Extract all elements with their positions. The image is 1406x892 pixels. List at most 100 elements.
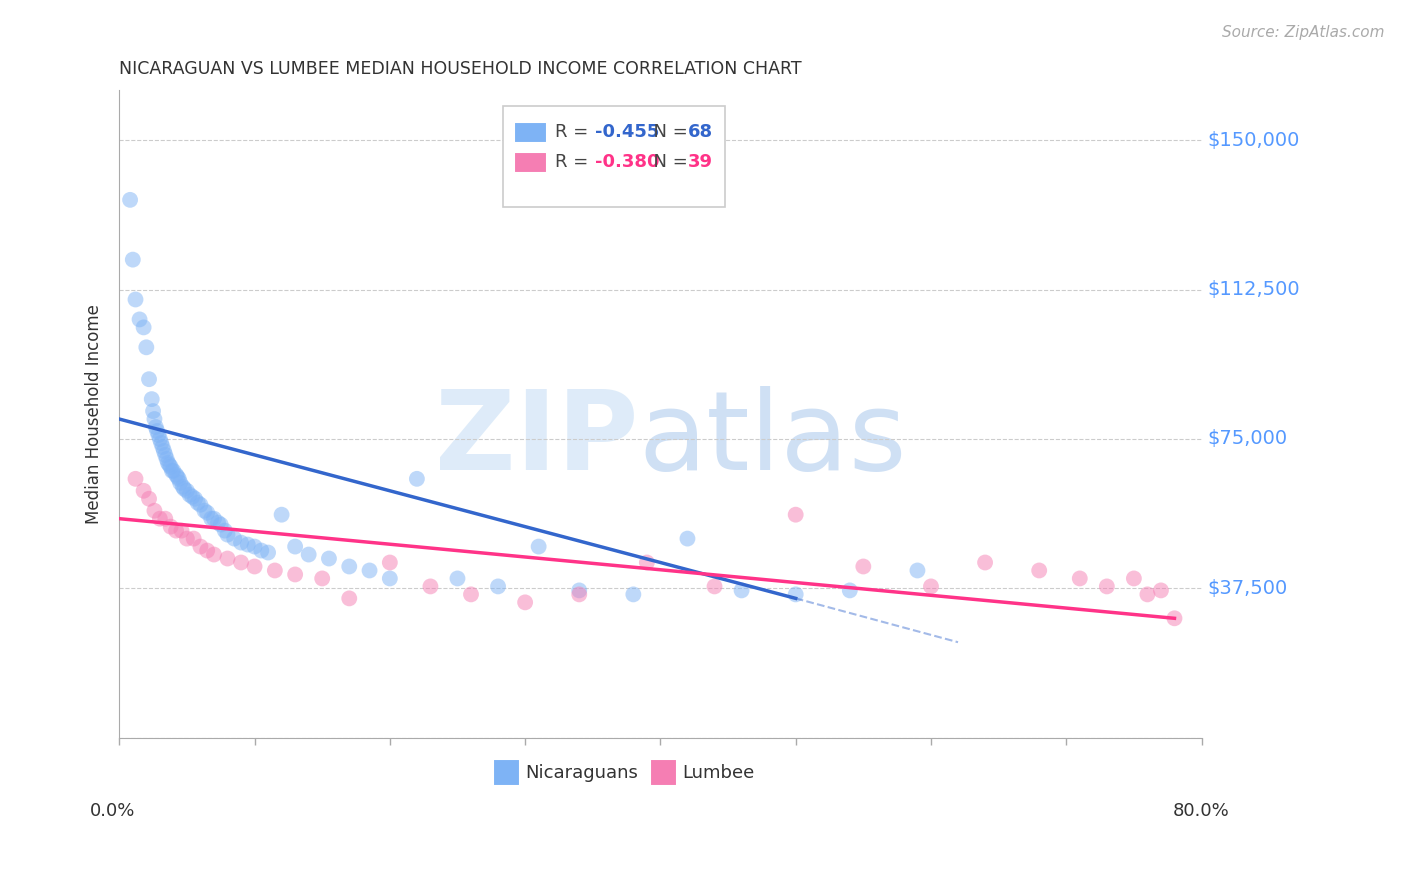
Point [193, 504, 215, 518]
Text: ZIP: ZIP [436, 386, 638, 493]
Text: $112,500: $112,500 [1206, 280, 1299, 299]
Point [1069, 571, 1091, 585]
Point [838, 583, 860, 598]
Point [1136, 587, 1159, 601]
Point [165, 467, 187, 482]
Point [298, 548, 321, 562]
FancyBboxPatch shape [515, 122, 547, 143]
Point [217, 551, 239, 566]
Point [146, 424, 169, 438]
Text: NICARAGUAN VS LUMBEE MEDIAN HOUSEHOLD INCOME CORRELATION CHART: NICARAGUAN VS LUMBEE MEDIAN HOUSEHOLD IN… [120, 60, 801, 78]
Point [160, 464, 183, 478]
Point [202, 548, 225, 562]
Point [143, 504, 166, 518]
Point [229, 535, 252, 549]
Point [974, 556, 997, 570]
Point [243, 559, 266, 574]
Point [337, 559, 360, 574]
Point [195, 506, 218, 520]
Point [176, 483, 198, 498]
FancyBboxPatch shape [650, 759, 676, 787]
Point [568, 587, 591, 601]
Point [162, 464, 184, 478]
Point [167, 472, 190, 486]
Text: Nicaraguans: Nicaraguans [524, 764, 638, 781]
Point [676, 532, 699, 546]
Point [284, 540, 307, 554]
Point [135, 340, 157, 354]
Point [200, 511, 222, 525]
Point [132, 320, 155, 334]
Point [148, 428, 170, 442]
Point [138, 372, 160, 386]
Point [229, 556, 252, 570]
Point [257, 545, 280, 559]
Point [149, 432, 172, 446]
Text: 80.0%: 80.0% [1173, 802, 1230, 820]
Point [190, 498, 212, 512]
Point [170, 524, 193, 538]
Point [156, 451, 179, 466]
Point [121, 252, 143, 267]
Point [169, 475, 191, 490]
Text: -0.455: -0.455 [596, 123, 659, 141]
FancyBboxPatch shape [503, 106, 725, 207]
Point [621, 587, 644, 601]
Point [156, 456, 179, 470]
Point [236, 538, 259, 552]
Point [486, 579, 509, 593]
Point [159, 519, 181, 533]
Point [284, 567, 307, 582]
Point [181, 490, 204, 504]
Point [318, 551, 340, 566]
FancyBboxPatch shape [492, 759, 520, 787]
Text: 68: 68 [688, 123, 713, 141]
FancyBboxPatch shape [515, 152, 547, 172]
Point [1122, 571, 1144, 585]
Text: $37,500: $37,500 [1206, 579, 1288, 598]
Point [179, 488, 201, 502]
Point [359, 564, 381, 578]
Point [165, 524, 187, 538]
Point [155, 448, 177, 462]
Point [187, 496, 209, 510]
Text: N =: N = [643, 123, 693, 141]
Point [250, 543, 273, 558]
Text: 0.0%: 0.0% [90, 802, 135, 820]
Point [153, 444, 176, 458]
Point [907, 564, 929, 578]
Point [378, 556, 401, 570]
Point [1163, 611, 1185, 625]
Point [730, 583, 752, 598]
Text: R =: R = [555, 123, 595, 141]
Point [149, 511, 172, 525]
Point [406, 472, 429, 486]
Point [263, 564, 285, 578]
Point [214, 524, 236, 538]
Text: atlas: atlas [638, 386, 907, 493]
Point [202, 511, 225, 525]
Point [419, 579, 441, 593]
Point [155, 511, 177, 525]
Point [150, 436, 173, 450]
Point [190, 540, 212, 554]
Point [183, 532, 205, 546]
Text: $75,000: $75,000 [1206, 429, 1286, 449]
Text: 39: 39 [688, 153, 713, 171]
Point [460, 587, 482, 601]
Point [217, 527, 239, 541]
Point [195, 543, 218, 558]
Point [124, 293, 146, 307]
Point [378, 571, 401, 585]
Point [207, 516, 229, 530]
Text: R =: R = [555, 153, 595, 171]
Point [141, 392, 163, 406]
Point [166, 470, 188, 484]
Point [852, 559, 875, 574]
Point [145, 420, 167, 434]
Y-axis label: Median Household Income: Median Household Income [86, 304, 103, 524]
Point [157, 458, 180, 472]
Point [184, 491, 207, 506]
Point [1095, 579, 1118, 593]
Point [785, 587, 807, 601]
